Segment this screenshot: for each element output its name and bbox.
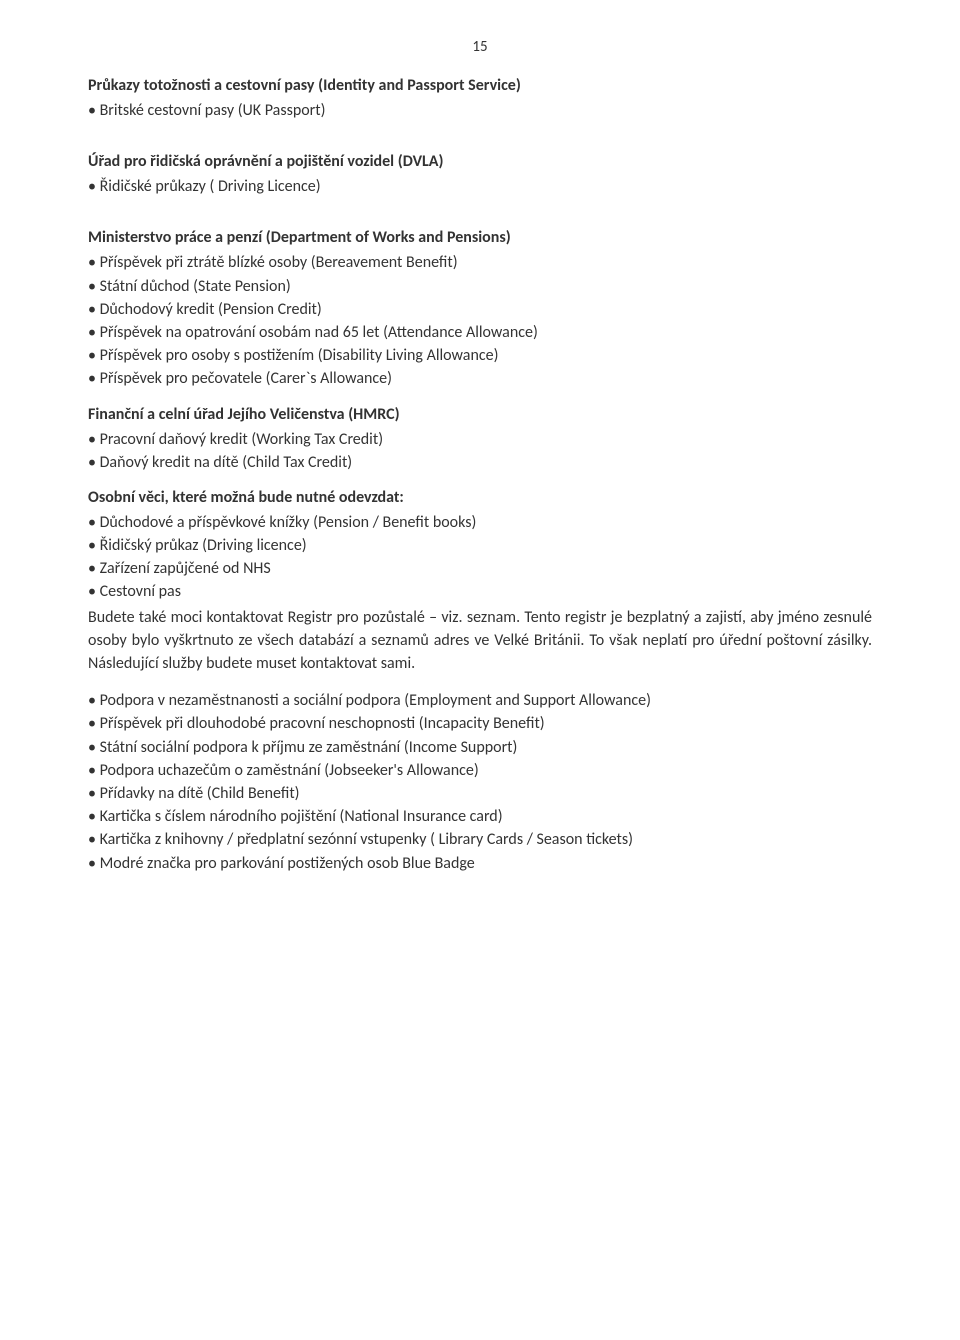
list-item: • Příspěvek na opatrování osobám nad 65 …	[88, 321, 872, 344]
list-item: • Pracovní daňový kredit (Working Tax Cr…	[88, 428, 872, 451]
document-page: 15 Průkazy totožnosti a cestovní pasy (I…	[0, 0, 960, 1340]
list-item: • Kartička z knihovny / předplatní sezón…	[88, 828, 872, 851]
section-heading-identity: Průkazy totožnosti a cestovní pasy (Iden…	[88, 76, 872, 95]
list-item: • Podpora uchazečům o zaměstnání (Jobsee…	[88, 759, 872, 782]
list-item: • Britské cestovní pasy (UK Passport)	[88, 99, 872, 122]
spacer	[88, 212, 872, 222]
list-item: • Příspěvek pro pečovatele (Carer`s Allo…	[88, 367, 872, 390]
list-item: • Důchodové a příspěvkové knížky (Pensio…	[88, 511, 872, 534]
bullet-list: • Řidičské průkazy ( Driving Licence)	[88, 175, 872, 198]
list-item: • Modré značka pro parkování postižených…	[88, 852, 872, 875]
list-item: • Důchodový kredit (Pension Credit)	[88, 298, 872, 321]
list-item: • Cestovní pas	[88, 580, 872, 603]
list-item: • Kartička s číslem národního pojištění …	[88, 805, 872, 828]
list-item: • Příspěvek pro osoby s postižením (Disa…	[88, 344, 872, 367]
list-item: • Státní sociální podpora k příjmu ze za…	[88, 736, 872, 759]
section-heading-dwp: Ministerstvo práce a penzí (Department o…	[88, 228, 872, 247]
list-item: • Příspěvek při ztrátě blízké osoby (Ber…	[88, 251, 872, 274]
bullet-list: • Důchodové a příspěvkové knížky (Pensio…	[88, 511, 872, 604]
list-item: • Příspěvek při dlouhodobé pracovní nesc…	[88, 712, 872, 735]
list-item: • Státní důchod (State Pension)	[88, 275, 872, 298]
list-item: • Zařízení zapůjčené od NHS	[88, 557, 872, 580]
spacer	[88, 136, 872, 146]
page-number: 15	[88, 38, 872, 56]
bullet-list: • Příspěvek při ztrátě blízké osoby (Ber…	[88, 251, 872, 390]
list-item: • Řidičský průkaz (Driving licence)	[88, 534, 872, 557]
list-item: • Podpora v nezaměstnanosti a sociální p…	[88, 689, 872, 712]
list-item: • Řidičské průkazy ( Driving Licence)	[88, 175, 872, 198]
bullet-list: • Podpora v nezaměstnanosti a sociální p…	[88, 689, 872, 875]
section-heading-hmrc: Finanční a celní úřad Jejího Veličenstva…	[88, 405, 872, 424]
list-item: • Přídavky na dítě (Child Benefit)	[88, 782, 872, 805]
bullet-list: • Britské cestovní pasy (UK Passport)	[88, 99, 872, 122]
section-heading-personal-items: Osobní věci, které možná bude nutné odev…	[88, 488, 872, 507]
list-item: • Daňový kredit na dítě (Child Tax Credi…	[88, 451, 872, 474]
section-heading-dvla: Úřad pro řidičská oprávnění a pojištění …	[88, 152, 872, 171]
body-paragraph-registr: Budete také moci kontaktovat Registr pro…	[88, 606, 872, 676]
bullet-list: • Pracovní daňový kredit (Working Tax Cr…	[88, 428, 872, 474]
